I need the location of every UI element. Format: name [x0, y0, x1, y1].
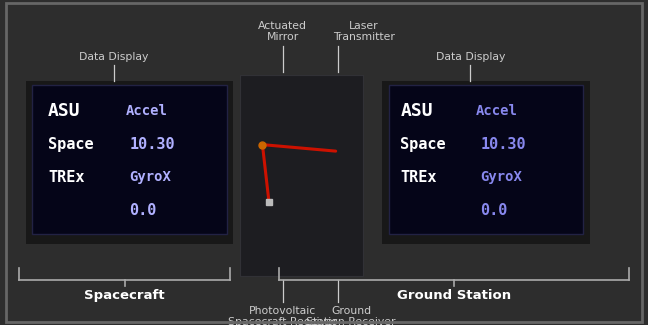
Bar	[389, 84, 583, 234]
Text: Actuated
Mirror: Actuated Mirror	[259, 21, 307, 42]
Text: 10.30: 10.30	[480, 137, 526, 152]
Bar	[382, 81, 590, 244]
Text: GyroX: GyroX	[480, 170, 522, 184]
Bar	[36, 86, 224, 232]
Text: 10.30: 10.30	[130, 137, 175, 152]
Text: 0.0: 0.0	[130, 202, 157, 217]
Text: Data Display: Data Display	[79, 52, 149, 62]
Bar	[32, 84, 227, 234]
Text: Space: Space	[400, 137, 446, 152]
Bar	[240, 75, 363, 276]
Text: Laser
Transmitter: Laser Transmitter	[333, 21, 395, 42]
Text: Spacecraft: Spacecraft	[84, 289, 165, 302]
Text: 0.0: 0.0	[480, 202, 507, 217]
Text: TREx: TREx	[48, 170, 84, 185]
Bar	[26, 81, 233, 244]
Text: Data Display: Data Display	[435, 52, 505, 62]
Text: Accel: Accel	[126, 104, 168, 118]
Text: Photovoltaic
Spacecraft Receiver: Photovoltaic Spacecraft Receiver	[228, 306, 338, 325]
Text: ASU: ASU	[48, 102, 80, 120]
Text: Ground
Station Receiver: Ground Station Receiver	[307, 306, 396, 325]
Text: GyroX: GyroX	[130, 170, 172, 184]
Text: Space: Space	[48, 137, 93, 152]
Text: TREx: TREx	[400, 170, 437, 185]
Text: Accel: Accel	[476, 104, 518, 118]
Text: ASU: ASU	[400, 102, 433, 120]
Text: Ground Station: Ground Station	[397, 289, 511, 302]
